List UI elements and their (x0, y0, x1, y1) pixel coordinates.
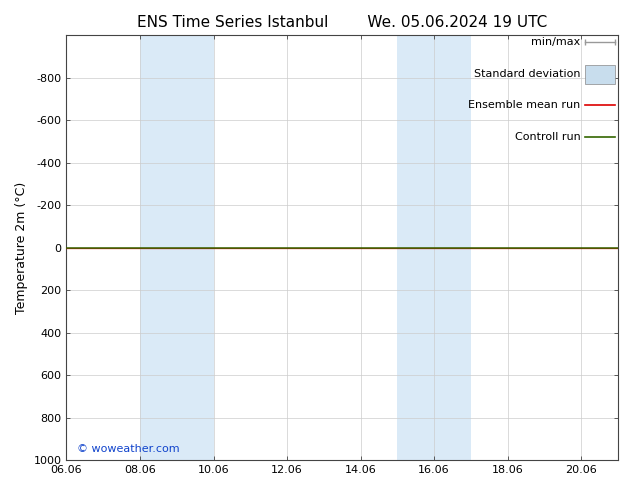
Title: ENS Time Series Istanbul        We. 05.06.2024 19 UTC: ENS Time Series Istanbul We. 05.06.2024 … (137, 15, 547, 30)
Text: © woweather.com: © woweather.com (77, 444, 180, 454)
Bar (398, 35, 471, 460)
Y-axis label: Temperature 2m (°C): Temperature 2m (°C) (15, 182, 28, 314)
Bar (140, 35, 214, 460)
Text: Controll run: Controll run (515, 132, 581, 142)
Text: Standard deviation: Standard deviation (474, 69, 581, 78)
FancyBboxPatch shape (585, 65, 615, 84)
Text: Ensemble mean run: Ensemble mean run (469, 100, 581, 110)
Text: min/max: min/max (531, 37, 581, 47)
